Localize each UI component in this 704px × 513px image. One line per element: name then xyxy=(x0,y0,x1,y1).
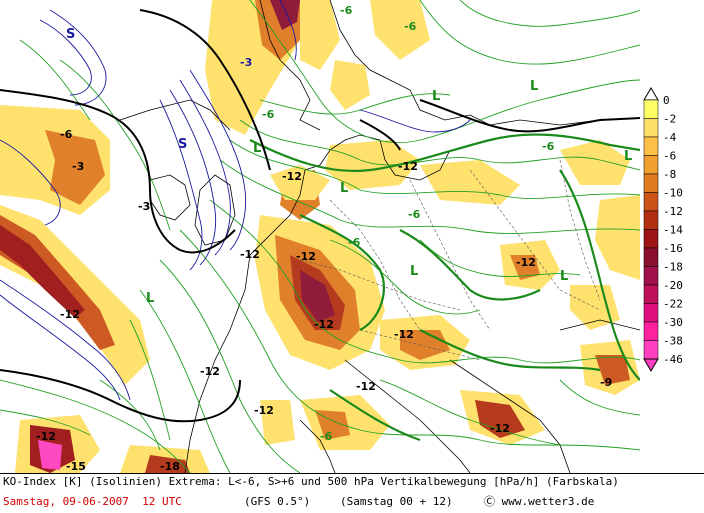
map-label: -12 xyxy=(36,430,56,443)
map-label: -6 xyxy=(404,20,417,33)
country-borders xyxy=(299,159,601,361)
map-label: -12 xyxy=(282,170,302,183)
colorbar-segment xyxy=(643,340,659,360)
colorbar-tick-label: -6 xyxy=(663,150,676,163)
colorbar-segment xyxy=(643,136,659,156)
map-label: -6 xyxy=(262,108,275,121)
map-label: -12 xyxy=(296,250,316,263)
footer-description: KO-Index [K] (Isolinien) Extrema: L<-6, … xyxy=(3,475,619,488)
map-label: L xyxy=(560,269,568,284)
map-label: -12 xyxy=(314,318,334,331)
map-label: -6 xyxy=(408,208,421,221)
map-label: L xyxy=(432,89,440,104)
colorbar-tick-label: -4 xyxy=(663,131,677,144)
map-label: -12 xyxy=(490,422,510,435)
map-label: S xyxy=(178,137,187,152)
map-label: -6 xyxy=(348,236,361,249)
colorbar-segment xyxy=(643,210,659,230)
zero-contours xyxy=(0,9,640,423)
map-label: -3 xyxy=(240,56,252,69)
footer-model: (GFS 0.5°) xyxy=(244,495,311,508)
colorbar-segment xyxy=(643,118,659,138)
colorbar-tick-label: -46 xyxy=(663,353,683,366)
map-label: -15 xyxy=(66,460,86,473)
ko-index-isolines xyxy=(0,0,640,473)
colorbar-tick-label: -8 xyxy=(663,168,676,181)
map-label: L xyxy=(530,79,538,94)
map-label: -3 xyxy=(138,200,150,213)
map-label: -6 xyxy=(60,128,73,141)
colorbar-segment xyxy=(643,321,659,341)
low-ko-contours xyxy=(249,133,640,442)
map-label: L xyxy=(624,149,632,164)
colorbar-segment xyxy=(643,173,659,193)
map-label: L xyxy=(410,264,418,279)
map-label: -12 xyxy=(60,308,80,321)
colorbar-tick-label: -18 xyxy=(663,261,683,274)
map-label: -9 xyxy=(600,376,612,389)
colorbar-segment xyxy=(643,247,659,267)
map-label: -12 xyxy=(394,328,414,341)
colorbar-segment xyxy=(643,284,659,304)
map-canvas: S -3 S -6 L L -12 -12 -12 -6 -6 L -12 -1… xyxy=(0,0,640,473)
map-label: -12 xyxy=(200,365,220,378)
footer-copyright: Ⓒ www.wetter3.de xyxy=(484,495,595,508)
colorbar-tick-label: -22 xyxy=(663,298,683,311)
colorbar-tick-label: -30 xyxy=(663,316,683,329)
vertical-motion-shading xyxy=(0,0,640,473)
colorbar-bottom-arrow xyxy=(643,358,659,372)
colorbar-tick-label: -10 xyxy=(663,187,683,200)
colorbar-top-arrow xyxy=(643,87,659,101)
footer-date: Samstag, 09-06-2007 12 UTC xyxy=(3,495,182,508)
map-label: S xyxy=(66,27,75,42)
map-label: -12 xyxy=(254,404,274,417)
colorbar-tick-label: -38 xyxy=(663,335,683,348)
map-label: -12 xyxy=(356,380,376,393)
colorbar-tick-label: -14 xyxy=(663,224,683,237)
colorbar-tick-label: -16 xyxy=(663,242,683,255)
colorbar-tick-label: -12 xyxy=(663,205,683,218)
map-label: -12 xyxy=(516,256,536,269)
coastlines xyxy=(119,0,640,473)
colorbar-tick-label: -2 xyxy=(663,113,676,126)
map-label: L xyxy=(253,141,261,156)
map-label: -12 xyxy=(398,160,418,173)
map-label: L xyxy=(340,181,348,196)
map-label: -6 xyxy=(320,430,333,443)
map-label: -6 xyxy=(340,4,353,17)
map-label: -6 xyxy=(542,140,555,153)
map-label: -3 xyxy=(72,160,84,173)
colorbar-tick-label: 0 xyxy=(663,94,670,107)
map-labels: S -3 S -6 L L -12 -12 -12 -6 -6 L -12 -1… xyxy=(36,4,632,473)
colorbar-tick-label: -20 xyxy=(663,279,683,292)
map-label: -18 xyxy=(160,460,180,473)
map-label: -12 xyxy=(240,248,260,261)
map-footer: KO-Index [K] (Isolinien) Extrema: L<-6, … xyxy=(0,473,704,513)
map-label: L xyxy=(146,291,154,306)
europe-map: S -3 S -6 L L -12 -12 -12 -6 -6 L -12 -1… xyxy=(0,0,640,473)
footer-run: (Samstag 00 + 12) xyxy=(340,495,453,508)
positive-isolines xyxy=(0,0,471,401)
colorbar-segment xyxy=(643,155,659,175)
vertical-motion-colorbar: 0 -2 -4 -6 -8 -10 -12 -14 -16 -18 -20 -22 -30 -38 -46 xyxy=(640,0,704,473)
colorbar-segment xyxy=(643,192,659,212)
colorbar-segment xyxy=(643,99,659,119)
colorbar-segment xyxy=(643,303,659,323)
colorbar-segment xyxy=(643,229,659,249)
colorbar-canvas: 0 -2 -4 -6 -8 -10 -12 -14 -16 -18 -20 -22 -30 -38 -46 xyxy=(643,87,683,372)
colorbar-segment xyxy=(643,266,659,286)
